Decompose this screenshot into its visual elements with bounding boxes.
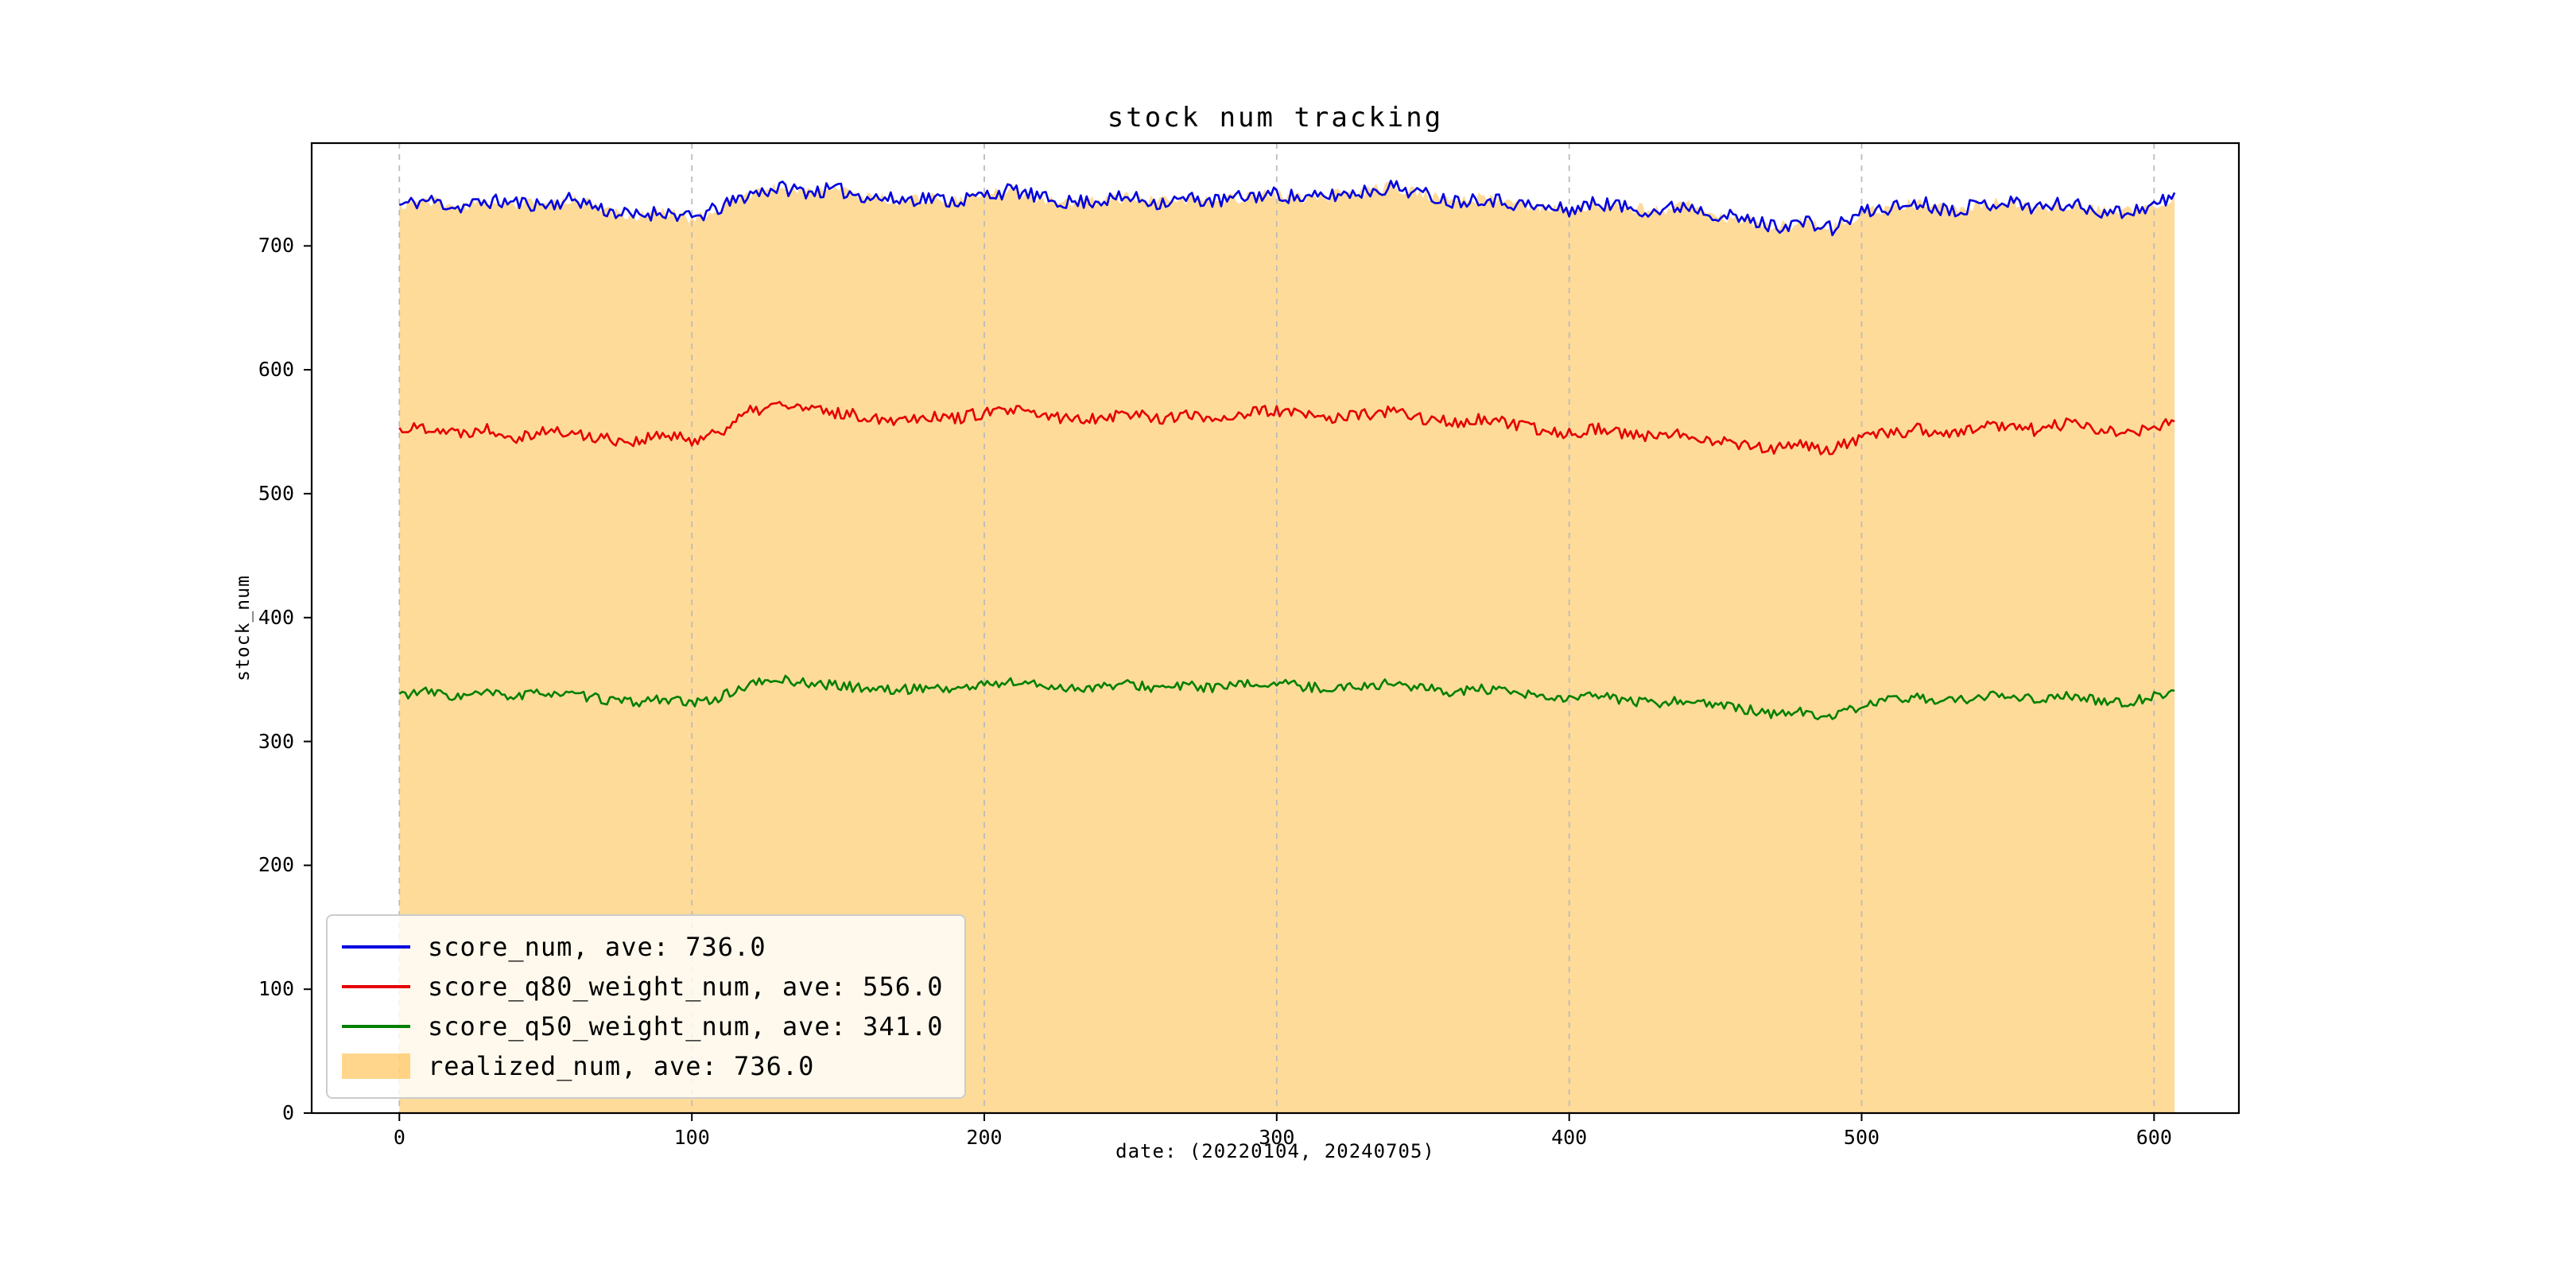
y-tick-label-500: 500 — [258, 481, 294, 505]
x-tick-label-400: 400 — [1551, 1126, 1588, 1149]
x-tick-label-600: 600 — [2136, 1126, 2172, 1149]
legend-swatch-line — [342, 1025, 410, 1028]
x-tick-label-0: 0 — [393, 1126, 405, 1149]
legend-label: realized_num, ave: 736.0 — [428, 1051, 815, 1081]
y-tick-label-600: 600 — [258, 358, 294, 382]
y-tick-label-400: 400 — [258, 605, 294, 629]
x-tick-label-100: 100 — [673, 1126, 710, 1149]
x-tick-label-200: 200 — [966, 1126, 1003, 1149]
legend-swatch-line — [342, 945, 410, 949]
legend-swatch-patch — [342, 1053, 410, 1079]
legend: score_num, ave: 736.0 score_q80_weight_nu… — [326, 914, 966, 1099]
y-tick-label-700: 700 — [258, 234, 294, 258]
y-tick-label-300: 300 — [258, 729, 294, 753]
legend-label: score_num, ave: 736.0 — [428, 932, 766, 962]
y-tick-label-200: 200 — [258, 853, 294, 877]
x-axis-label: date: (20220104, 20240705) — [1115, 1140, 1435, 1162]
series-line-2 — [398, 674, 2175, 720]
legend-label: score_q50_weight_num, ave: 341.0 — [428, 1011, 944, 1042]
series-line-1 — [398, 401, 2175, 456]
legend-item: score_q50_weight_num, ave: 341.0 — [342, 1007, 944, 1046]
x-tick-label-300: 300 — [1259, 1126, 1295, 1149]
legend-item: realized_num, ave: 736.0 — [342, 1046, 944, 1086]
chart-title: stock num tracking — [1107, 102, 1444, 134]
series-line-0 — [398, 180, 2176, 237]
y-tick-label-0: 0 — [281, 1101, 294, 1124]
x-tick-label-500: 500 — [1843, 1126, 1880, 1149]
legend-label: score_q80_weight_num, ave: 556.0 — [428, 972, 944, 1002]
fill-area-realized-num — [399, 181, 2175, 1113]
axes-frame — [310, 142, 2240, 1115]
legend-item: score_q80_weight_num, ave: 556.0 — [342, 967, 944, 1007]
legend-swatch-line — [342, 985, 410, 988]
legend-item: score_num, ave: 736.0 — [342, 927, 944, 967]
y-tick-label-100: 100 — [258, 977, 294, 1001]
